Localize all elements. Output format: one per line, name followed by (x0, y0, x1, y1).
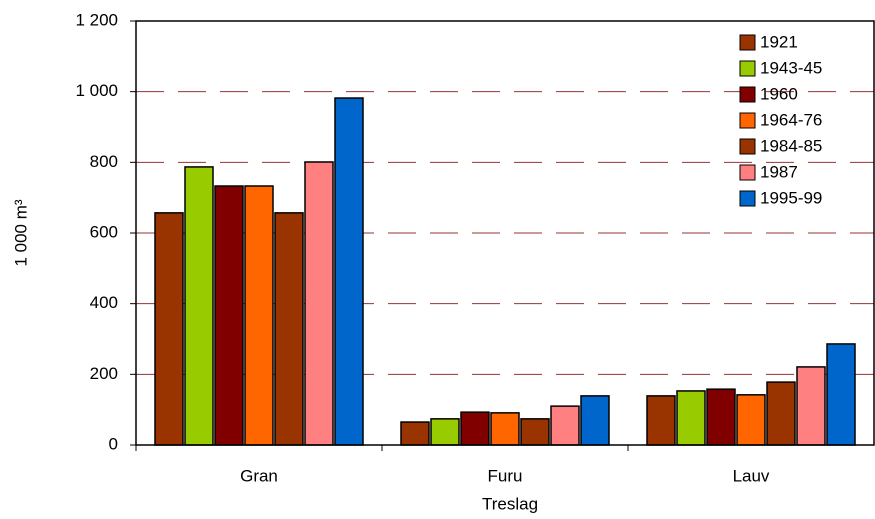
bar (520, 418, 550, 446)
x-tick-label: Lauv (733, 466, 770, 485)
bar (214, 185, 244, 446)
legend-label: 1960 (760, 84, 798, 103)
bar (154, 212, 184, 446)
y-tick-label: 400 (90, 293, 118, 312)
bar (736, 394, 766, 446)
legend-label: 1984-85 (760, 136, 822, 155)
x-tick-label: Gran (240, 466, 278, 485)
bar (244, 185, 274, 446)
bar (184, 166, 214, 446)
legend-swatch (739, 138, 756, 155)
legend-swatch (739, 112, 756, 129)
bar (334, 97, 364, 446)
legend-swatch (739, 164, 756, 181)
bar (430, 418, 460, 446)
legend-swatch (739, 86, 756, 103)
legend-label: 1921 (760, 32, 798, 51)
legend-label: 1987 (760, 162, 798, 181)
y-tick-label: 600 (90, 222, 118, 241)
bar (274, 212, 304, 446)
bar (706, 388, 736, 446)
bar (676, 390, 706, 446)
bar (766, 381, 796, 446)
legend-swatch (739, 34, 756, 51)
plot-border (135, 20, 875, 446)
y-axis-label: 1 000 m³ (11, 199, 30, 266)
bar (796, 366, 826, 446)
bar (460, 411, 490, 446)
bar (550, 405, 580, 446)
y-tick-label: 0 (109, 434, 118, 453)
bar (580, 395, 610, 446)
y-tick-label: 800 (90, 152, 118, 171)
x-tick-label: Furu (488, 466, 523, 485)
bar (646, 395, 676, 446)
legend-swatch (739, 190, 756, 207)
legend-label: 1964-76 (760, 110, 822, 129)
y-tick-label: 200 (90, 364, 118, 383)
legend-swatch (739, 60, 756, 77)
y-tick-label: 1 200 (75, 10, 118, 29)
x-axis-label: Treslag (482, 494, 538, 513)
bar (826, 343, 856, 446)
y-tick-label: 1 000 (75, 81, 118, 100)
bar (304, 161, 334, 446)
bar (490, 412, 520, 446)
bar (400, 421, 430, 446)
legend-label: 1995-99 (760, 188, 822, 207)
legend-label: 1943-45 (760, 58, 822, 77)
